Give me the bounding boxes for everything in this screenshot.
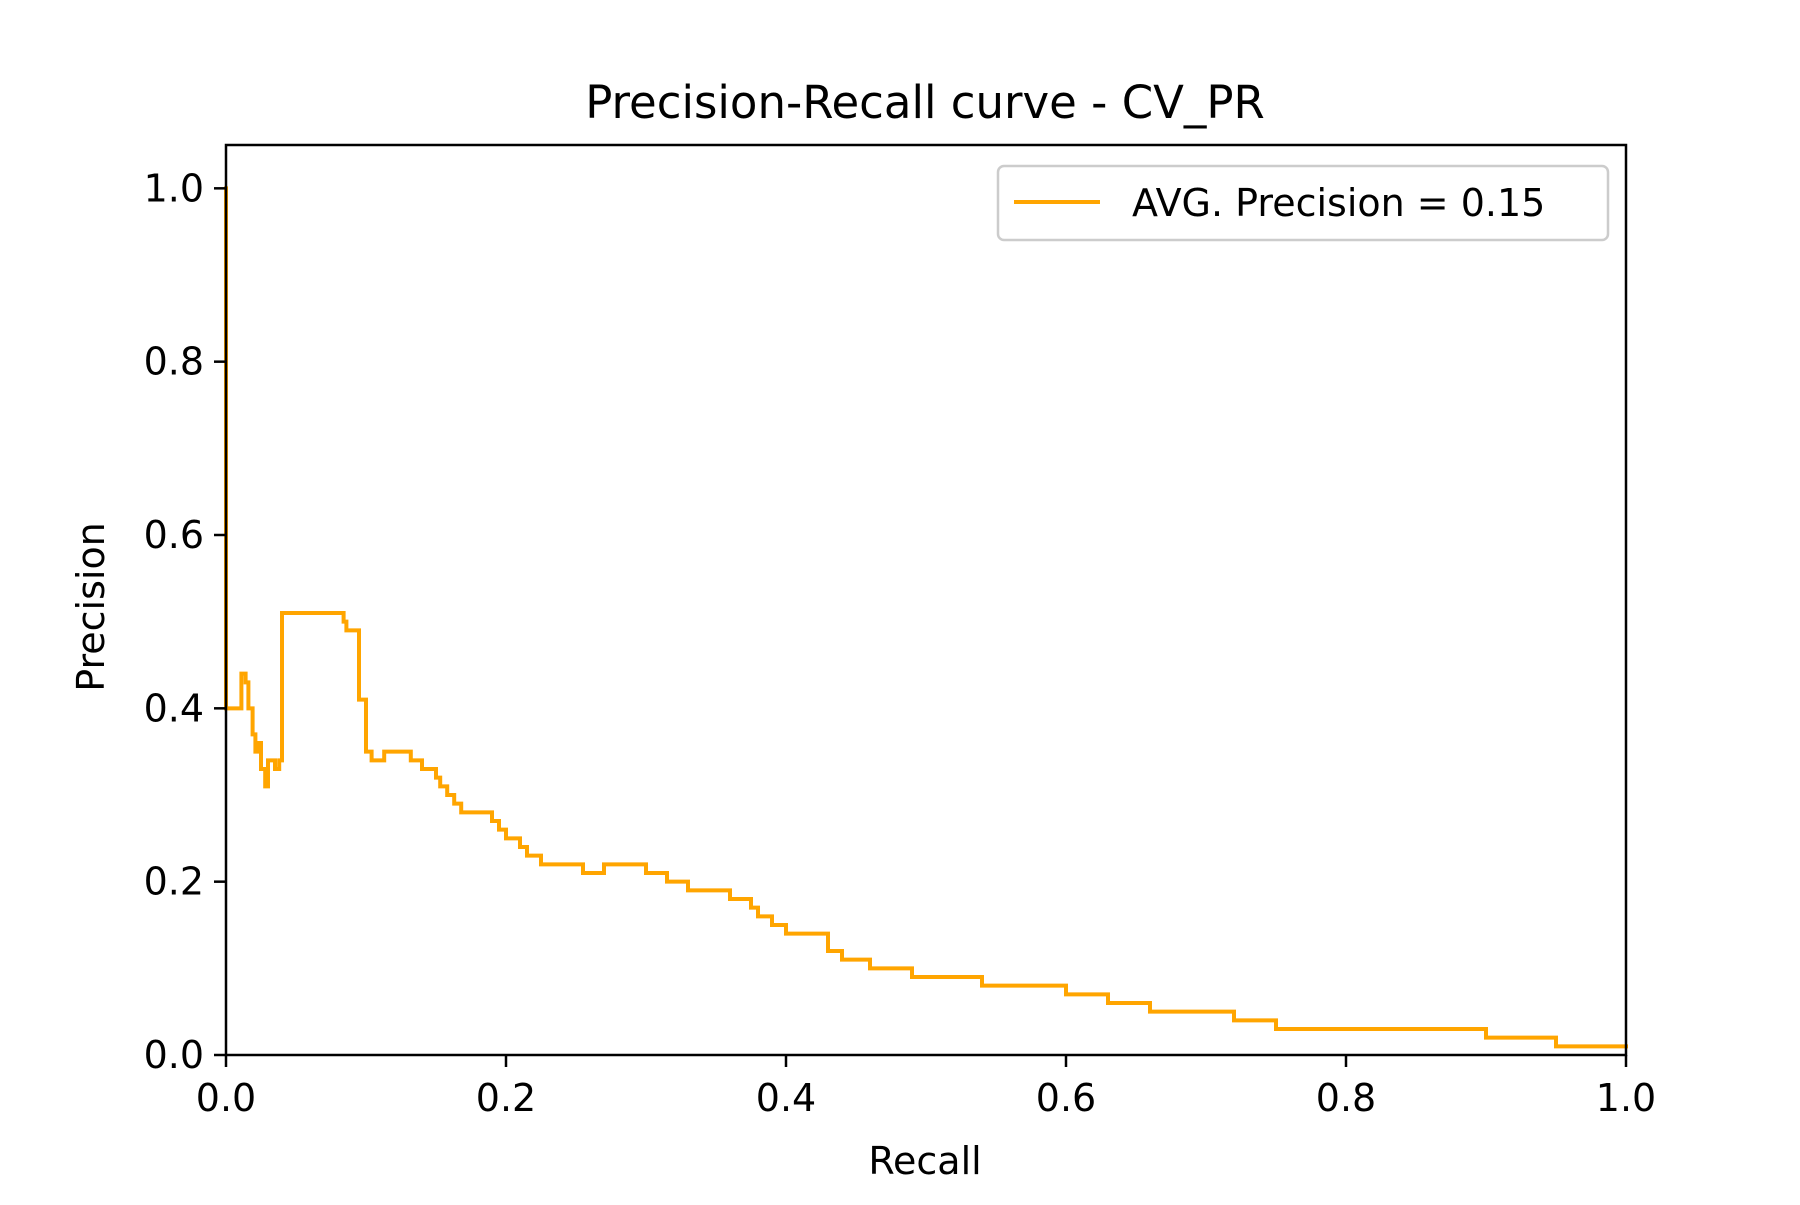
- x-tick-label: 0.8: [1316, 1076, 1376, 1120]
- y-tick-label: 1.0: [144, 166, 204, 210]
- x-tick-label: 0.2: [476, 1076, 536, 1120]
- y-tick-label: 0.4: [144, 686, 204, 730]
- chart-title: Precision-Recall curve - CV_PR: [585, 76, 1265, 129]
- y-tick-label: 0.0: [144, 1033, 204, 1077]
- x-tick-label: 0.6: [1036, 1076, 1096, 1120]
- series-line-0: [224, 186, 1628, 1049]
- x-tick-label: 1.0: [1596, 1076, 1656, 1120]
- legend: AVG. Precision = 0.15: [996, 164, 1610, 242]
- x-axis-label: Recall: [868, 1139, 981, 1183]
- x-tick-label: 0.0: [196, 1076, 256, 1120]
- y-tick-label: 0.8: [144, 340, 204, 384]
- x-tick-label: 0.4: [756, 1076, 816, 1120]
- plot-area-border: [224, 143, 1628, 1057]
- axes-frame: [224, 143, 1628, 1057]
- ticks-layer: 0.0 0.2 0.4 0.6 0.8 1.0 0.0 0.2 0.4 0.6 0.8 1.0: [144, 166, 1657, 1120]
- y-tick-label: 0.2: [144, 860, 204, 904]
- y-tick-label: 0.6: [144, 513, 204, 557]
- series-layer: [224, 186, 1628, 1049]
- legend-series-label: AVG. Precision = 0.15: [1132, 181, 1545, 225]
- legend-box: [996, 164, 1610, 242]
- y-axis-label: Precision: [69, 522, 113, 692]
